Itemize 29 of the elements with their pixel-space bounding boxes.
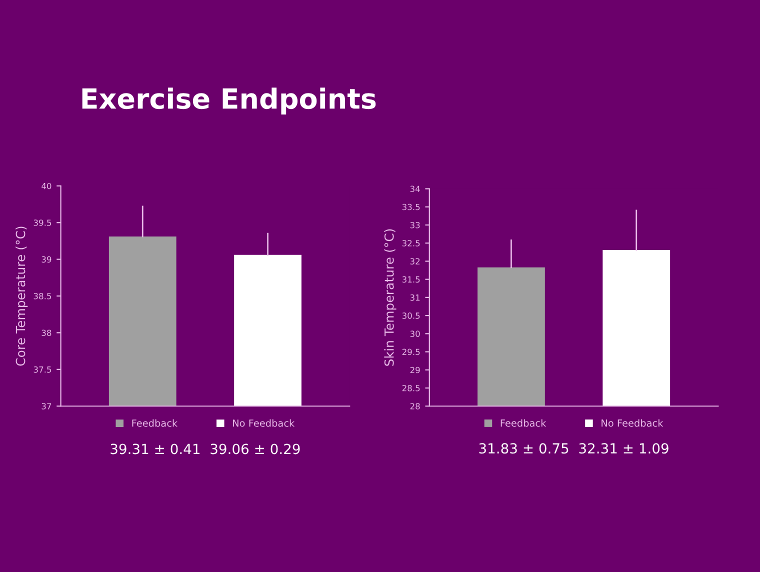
y-tick-label: 33 [410, 222, 420, 228]
y-tick-label: 31 [410, 294, 420, 301]
y-tick-label: 31.5 [402, 276, 420, 283]
y-tick-label: 37.5 [34, 366, 52, 373]
y-axis-title: Core Temperature (°C) [16, 226, 28, 366]
text: 31.83 ± 0.75 32.31 ± 1.09 [479, 443, 668, 454]
y-tick-label: 29.5 [402, 348, 420, 356]
y-tick-label: 34 [410, 186, 420, 192]
y-tick-label: 28.5 [402, 384, 420, 392]
y-tick-label: 30 [410, 330, 420, 337]
y-tick-label: 30.5 [402, 312, 420, 319]
y-tick-label: 37 [42, 403, 52, 410]
y-tick-label: 39 [42, 256, 52, 263]
legend-label: Feedback [132, 419, 178, 427]
y-tick-label: 28 [410, 403, 420, 410]
y-tick-label: 38.5 [34, 292, 52, 300]
y-tick-label: 38 [42, 330, 52, 336]
legend-label: Feedback [500, 419, 546, 427]
legend-label: No Feedback [602, 419, 664, 427]
text: 39.31 ± 0.41 39.06 ± 0.29 [110, 444, 300, 454]
y-tick-label: 33.5 [402, 204, 420, 210]
y-tick-label: 29 [410, 366, 420, 374]
y-tick-label: 39.5 [34, 220, 52, 226]
y-tick-label: 32 [410, 258, 420, 264]
chart-title: Exercise Endpoints [82, 88, 376, 114]
y-tick-label: 40 [42, 182, 52, 190]
y-axis-title: Skin Temperature (°C) [384, 229, 396, 366]
y-tick-label: 32.5 [402, 240, 420, 246]
legend-label: No Feedback [233, 419, 295, 427]
